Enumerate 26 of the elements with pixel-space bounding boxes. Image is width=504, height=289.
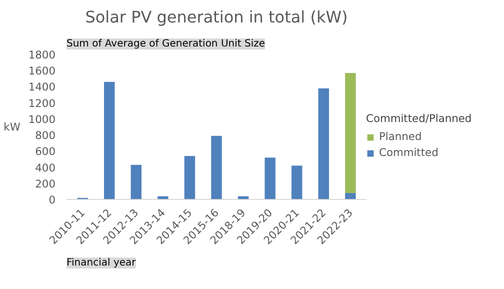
y-tick-label: 400 (35, 161, 56, 174)
y-tick-label: 600 (35, 145, 56, 158)
y-tick-label: 0 (48, 194, 56, 206)
y-tick-label: 1200 (28, 96, 56, 110)
y-tick-label: 200 (35, 177, 56, 190)
legend-title: Committed/Planned (366, 112, 472, 125)
y-tick-label: 1000 (28, 112, 56, 126)
y-tick-label: 800 (35, 129, 56, 142)
bar (345, 73, 356, 194)
bar (211, 136, 222, 200)
bar (104, 82, 115, 200)
bar (264, 158, 276, 200)
legend-label: Planned (379, 130, 422, 143)
bar (130, 164, 142, 200)
y-tick-label: 1600 (28, 64, 56, 78)
legend-label: Committed (379, 146, 438, 159)
bar (292, 166, 302, 200)
chart-title: Solar PV generation in total (kW) (85, 8, 348, 26)
bar (345, 193, 356, 200)
y-axis-title: kW (4, 120, 21, 134)
text: Sum of Average of Generation Unit Size (66, 38, 266, 50)
y-tick-label: 1800 (28, 48, 56, 62)
bar (184, 156, 196, 200)
text: Financial year (66, 258, 137, 268)
bar (318, 88, 329, 200)
y-tick-label: 1400 (28, 80, 56, 94)
